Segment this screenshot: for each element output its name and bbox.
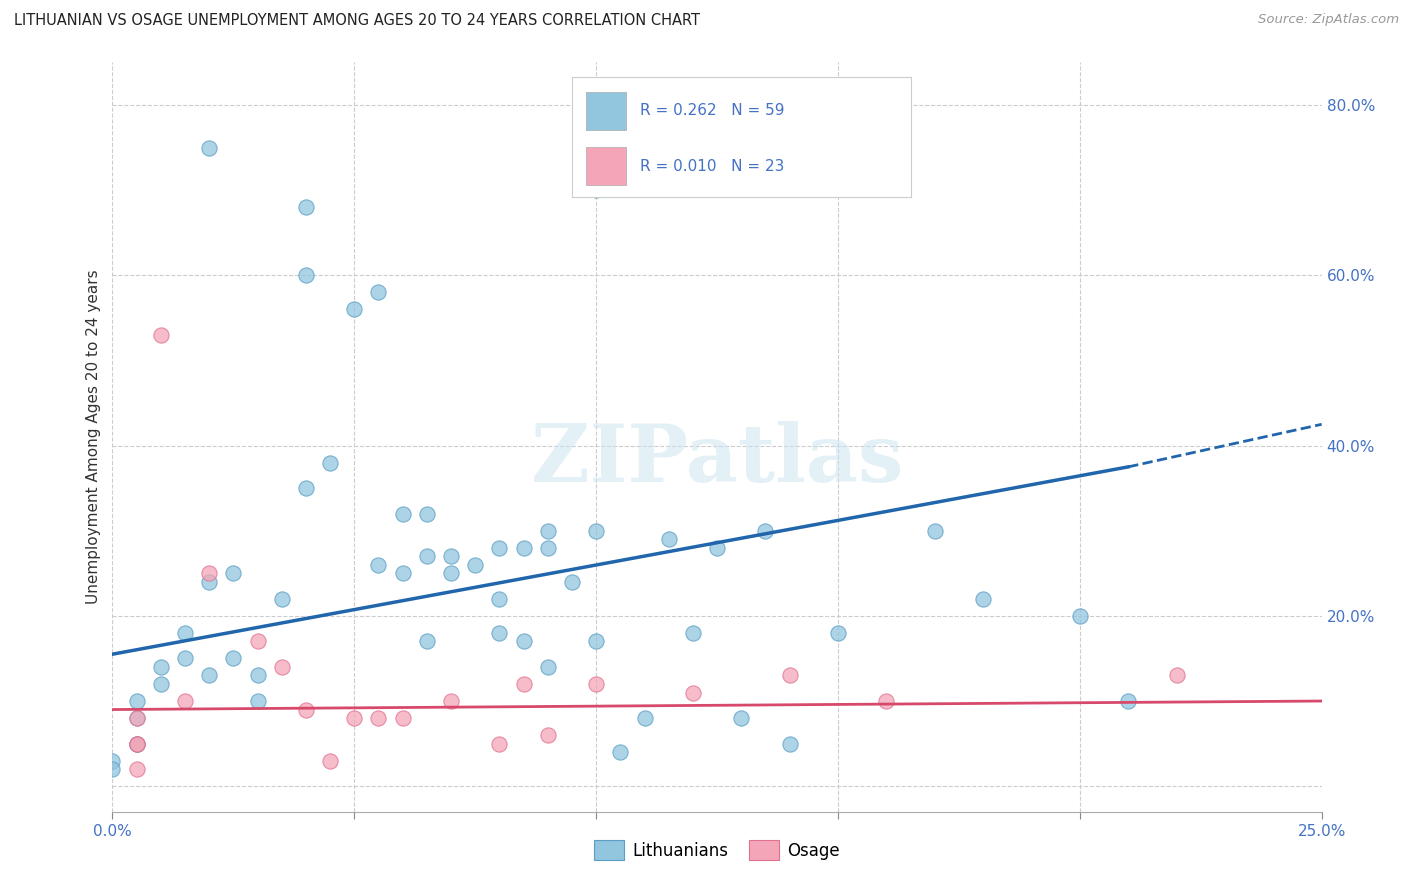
- Point: [125, 737, 148, 751]
- Point: [149, 327, 172, 342]
- Point: [416, 549, 439, 564]
- Point: [416, 507, 439, 521]
- Point: [246, 634, 269, 648]
- Point: [682, 685, 704, 699]
- Point: [706, 541, 728, 555]
- Point: [125, 711, 148, 725]
- Point: [512, 634, 534, 648]
- Point: [682, 158, 704, 172]
- Point: [198, 566, 221, 581]
- Y-axis label: Unemployment Among Ages 20 to 24 years: Unemployment Among Ages 20 to 24 years: [86, 269, 101, 605]
- Point: [198, 140, 221, 154]
- Point: [125, 737, 148, 751]
- Point: [972, 591, 994, 606]
- Point: [125, 737, 148, 751]
- Point: [125, 737, 148, 751]
- Point: [391, 507, 413, 521]
- Point: [827, 626, 849, 640]
- Point: [633, 711, 655, 725]
- Point: [464, 558, 486, 572]
- Point: [779, 737, 801, 751]
- Point: [416, 634, 439, 648]
- Point: [295, 268, 318, 283]
- Point: [125, 711, 148, 725]
- Point: [295, 702, 318, 716]
- Point: [1116, 694, 1139, 708]
- Point: [585, 634, 607, 648]
- Point: [391, 566, 413, 581]
- Point: [101, 754, 124, 768]
- Point: [585, 524, 607, 538]
- Point: [198, 668, 221, 682]
- Point: [101, 762, 124, 776]
- Point: [488, 737, 510, 751]
- Point: [512, 677, 534, 691]
- Point: [174, 626, 197, 640]
- Point: [585, 677, 607, 691]
- Point: [125, 694, 148, 708]
- Point: [319, 456, 342, 470]
- Point: [537, 541, 560, 555]
- Point: [875, 694, 897, 708]
- Point: [779, 668, 801, 682]
- Point: [343, 711, 366, 725]
- Point: [730, 711, 752, 725]
- Point: [246, 694, 269, 708]
- Point: [343, 302, 366, 317]
- Point: [924, 524, 946, 538]
- Point: [488, 541, 510, 555]
- Point: [537, 660, 560, 674]
- Point: [561, 574, 583, 589]
- Point: [319, 754, 342, 768]
- Text: Source: ZipAtlas.com: Source: ZipAtlas.com: [1258, 13, 1399, 27]
- Point: [391, 711, 413, 725]
- Point: [149, 660, 172, 674]
- Point: [246, 668, 269, 682]
- Legend: Lithuanians, Osage: Lithuanians, Osage: [588, 833, 846, 867]
- Point: [682, 626, 704, 640]
- Point: [270, 660, 292, 674]
- Point: [512, 541, 534, 555]
- Point: [440, 549, 463, 564]
- Point: [295, 481, 318, 495]
- Point: [222, 566, 245, 581]
- Point: [174, 651, 197, 665]
- Point: [537, 728, 560, 742]
- Point: [488, 626, 510, 640]
- Point: [367, 558, 389, 572]
- Point: [537, 524, 560, 538]
- Point: [367, 711, 389, 725]
- Point: [270, 591, 292, 606]
- Point: [295, 200, 318, 214]
- Point: [198, 574, 221, 589]
- Point: [1166, 668, 1188, 682]
- Point: [609, 745, 631, 759]
- Point: [367, 285, 389, 300]
- Point: [174, 694, 197, 708]
- Point: [149, 677, 172, 691]
- Point: [1069, 608, 1091, 623]
- Text: ZIPatlas: ZIPatlas: [531, 420, 903, 499]
- Point: [440, 694, 463, 708]
- Point: [222, 651, 245, 665]
- Point: [754, 524, 776, 538]
- Point: [658, 533, 681, 547]
- Point: [125, 762, 148, 776]
- Point: [440, 566, 463, 581]
- Text: LITHUANIAN VS OSAGE UNEMPLOYMENT AMONG AGES 20 TO 24 YEARS CORRELATION CHART: LITHUANIAN VS OSAGE UNEMPLOYMENT AMONG A…: [14, 13, 700, 29]
- Point: [488, 591, 510, 606]
- Point: [585, 183, 607, 197]
